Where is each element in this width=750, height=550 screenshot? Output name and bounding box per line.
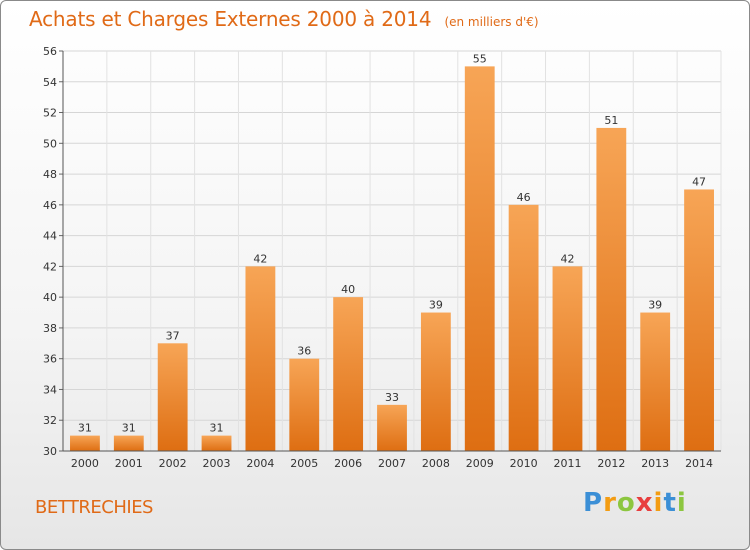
y-tick-label: 44 xyxy=(43,230,57,243)
logo-letter: r xyxy=(603,488,617,518)
bar-2011 xyxy=(552,266,583,451)
data-label-2006: 40 xyxy=(341,283,355,296)
bar-2003 xyxy=(201,435,232,451)
data-label-2007: 33 xyxy=(385,391,399,404)
x-tick-label: 2000 xyxy=(71,457,99,470)
logo-letter: i xyxy=(653,488,664,518)
data-label-2014: 47 xyxy=(692,175,706,188)
y-tick-label: 36 xyxy=(43,353,57,366)
bar-2008 xyxy=(420,312,451,451)
data-label-2009: 55 xyxy=(473,52,487,65)
x-tick-label: 2003 xyxy=(203,457,231,470)
y-tick-label: 54 xyxy=(43,76,57,89)
y-tick-label: 40 xyxy=(43,291,57,304)
y-tick-label: 34 xyxy=(43,383,57,396)
x-tick-label: 2011 xyxy=(553,457,581,470)
bar-2009 xyxy=(464,66,495,451)
chart-title: Achats et Charges Externes 2000 à 2014 xyxy=(29,7,432,31)
data-label-2013: 39 xyxy=(648,299,662,312)
bar-2002 xyxy=(157,343,188,451)
x-tick-label: 2009 xyxy=(466,457,494,470)
y-tick-label: 50 xyxy=(43,137,57,150)
data-label-2002: 37 xyxy=(166,329,180,342)
proxiti-logo: Proxiti xyxy=(583,488,687,518)
y-tick-label: 42 xyxy=(43,260,57,273)
x-tick-label: 2004 xyxy=(246,457,274,470)
data-label-2004: 42 xyxy=(253,252,267,265)
x-tick-label: 2006 xyxy=(334,457,362,470)
data-label-2003: 31 xyxy=(210,422,224,435)
x-tick-label: 2002 xyxy=(159,457,187,470)
bar-2006 xyxy=(333,297,364,451)
bar-2013 xyxy=(640,312,671,451)
y-tick-label: 56 xyxy=(43,45,57,58)
title-row: Achats et Charges Externes 2000 à 2014 (… xyxy=(29,7,539,31)
y-tick-label: 48 xyxy=(43,168,57,181)
data-label-2001: 31 xyxy=(122,422,136,435)
bar-2005 xyxy=(289,358,320,451)
data-label-2008: 39 xyxy=(429,299,443,312)
data-label-2005: 36 xyxy=(297,345,311,358)
logo-letter: t xyxy=(663,488,677,518)
commune-name: BETTRECHIES xyxy=(35,497,154,518)
bar-2001 xyxy=(113,435,144,451)
data-label-2012: 51 xyxy=(604,114,618,127)
logo-letter: P xyxy=(583,488,604,518)
x-tick-label: 2001 xyxy=(115,457,143,470)
y-tick-label: 38 xyxy=(43,322,57,335)
x-tick-label: 2008 xyxy=(422,457,450,470)
logo-letter: i xyxy=(676,488,687,518)
data-label-2000: 31 xyxy=(78,422,92,435)
y-tick-label: 32 xyxy=(43,414,57,427)
x-tick-label: 2012 xyxy=(597,457,625,470)
bar-2000 xyxy=(70,435,100,451)
y-tick-label: 52 xyxy=(43,107,57,120)
bars: 31 31 37 31 42 36 40 33 39 55 46 42 51 39 47 xyxy=(70,52,714,451)
bar-2014 xyxy=(684,189,714,451)
logo-letter: x xyxy=(635,488,654,518)
bar-2007 xyxy=(377,404,407,451)
bar-2012 xyxy=(596,127,627,451)
chart-unit: (en milliers d'€) xyxy=(444,15,539,29)
axes: 30 32 34 36 38 40 42 44 46 48 50 52 54 56 2000 2001 2002… xyxy=(43,45,721,470)
y-tick-label: 30 xyxy=(43,445,57,458)
x-tick-label: 2013 xyxy=(641,457,669,470)
x-tick-label: 2014 xyxy=(685,457,713,470)
x-tick-label: 2010 xyxy=(510,457,538,470)
logo-letter: o xyxy=(616,488,636,518)
data-label-2011: 42 xyxy=(560,252,574,265)
x-tick-label: 2005 xyxy=(290,457,318,470)
x-tick-label: 2007 xyxy=(378,457,406,470)
bar-2004 xyxy=(245,266,276,451)
data-label-2010: 46 xyxy=(517,191,531,204)
bar-2010 xyxy=(508,204,539,451)
y-tick-label: 46 xyxy=(43,199,57,212)
